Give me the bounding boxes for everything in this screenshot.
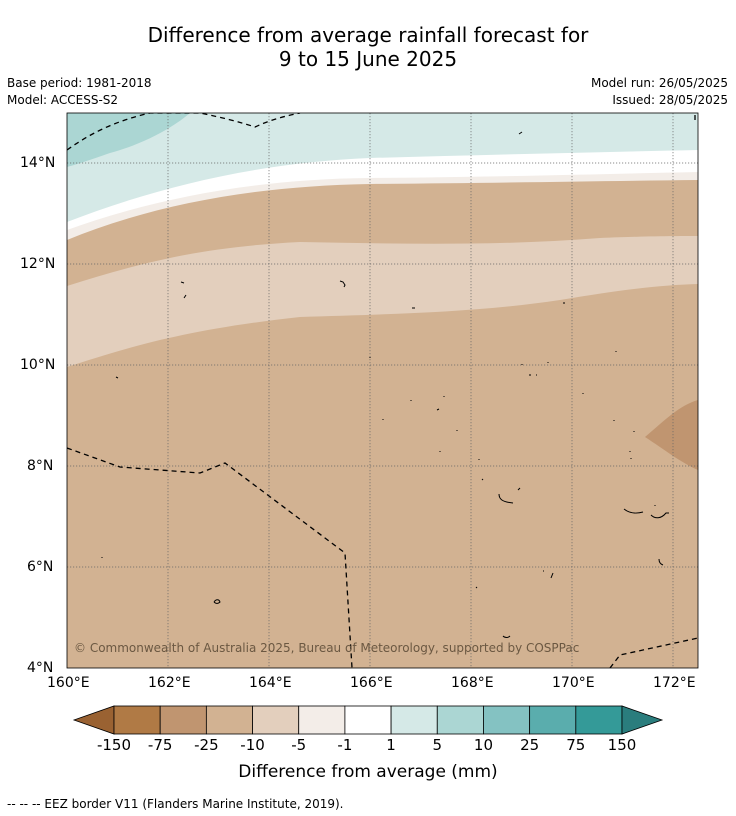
chart-title-line2: 9 to 15 June 2025	[278, 47, 458, 71]
lon-label: 172°E	[653, 675, 696, 691]
colorbar-swatch	[159, 705, 207, 735]
colorbar-swatch	[113, 705, 161, 735]
grid-lines	[67, 113, 698, 668]
colorbar-extend-high	[621, 705, 664, 735]
colorbar-tick-label: 1	[386, 736, 396, 754]
lat-label: 14°N	[20, 155, 56, 171]
colorbar-swatch	[436, 705, 484, 735]
colorbar	[72, 705, 664, 735]
eez-borders	[67, 113, 698, 668]
colorbar-tick-label: 5	[432, 736, 443, 754]
colorbar-swatch	[252, 705, 300, 735]
lat-label: 6°N	[27, 559, 54, 575]
colorbar-swatch	[575, 705, 623, 735]
band-plus5-plus10	[67, 113, 190, 167]
lat-label: 12°N	[20, 256, 56, 272]
colorbar-tick-label: -25	[194, 736, 219, 754]
colorbar-swatch	[483, 705, 531, 735]
colorbar-title: Difference from average (mm)	[238, 762, 498, 782]
band-minus25-minus75	[645, 400, 698, 470]
colorbar-tick-label: -10	[240, 736, 265, 754]
lon-label: 170°E	[552, 675, 595, 691]
model-run: Model run: 26/05/2025	[590, 76, 728, 90]
colorbar-tick-label: 25	[520, 736, 540, 754]
lon-label: 166°E	[350, 675, 393, 691]
lon-label: 162°E	[148, 675, 191, 691]
issued-date: Issued: 28/05/2025	[612, 93, 728, 107]
colorbar-tick-label: 10	[473, 736, 493, 754]
lon-label: 164°E	[249, 675, 292, 691]
colorbar-tick-label: 150	[607, 736, 637, 754]
colorbar-tick-label: -5	[291, 736, 307, 754]
base-period: Base period: 1981-2018	[7, 76, 152, 90]
band-minus10-minus25-main	[67, 284, 698, 668]
lon-label: 160°E	[47, 675, 90, 691]
rainfall-map	[67, 113, 698, 668]
colorbar-swatch	[529, 705, 577, 735]
chart-title-line1: Difference from average rainfall forecas…	[147, 23, 589, 47]
lat-label: 4°N	[27, 660, 54, 676]
colorbar-tick-label: -150	[96, 736, 132, 754]
islands	[101, 131, 669, 638]
lon-label: 168°E	[451, 675, 494, 691]
colorbar-tick-label: -75	[147, 736, 173, 754]
colorbar-extend-low	[72, 705, 115, 735]
colorbar-swatch	[205, 705, 253, 735]
colorbar-tick-label: 75	[566, 736, 586, 754]
colorbar-swatch	[298, 705, 346, 735]
copyright-text: © Commonwealth of Australia 2025, Bureau…	[74, 641, 580, 655]
footer-note: -- -- -- EEZ border V11 (Flanders Marine…	[7, 797, 344, 811]
model-name: Model: ACCESS-S2	[7, 93, 119, 107]
colorbar-swatch	[390, 705, 438, 735]
map-frame	[66, 112, 699, 669]
colorbar-swatch	[344, 705, 392, 735]
lat-label: 10°N	[20, 357, 56, 373]
lat-label: 8°N	[27, 458, 54, 474]
band-plus1-plus5	[67, 113, 698, 222]
colorbar-tick-label: -1	[337, 736, 353, 754]
